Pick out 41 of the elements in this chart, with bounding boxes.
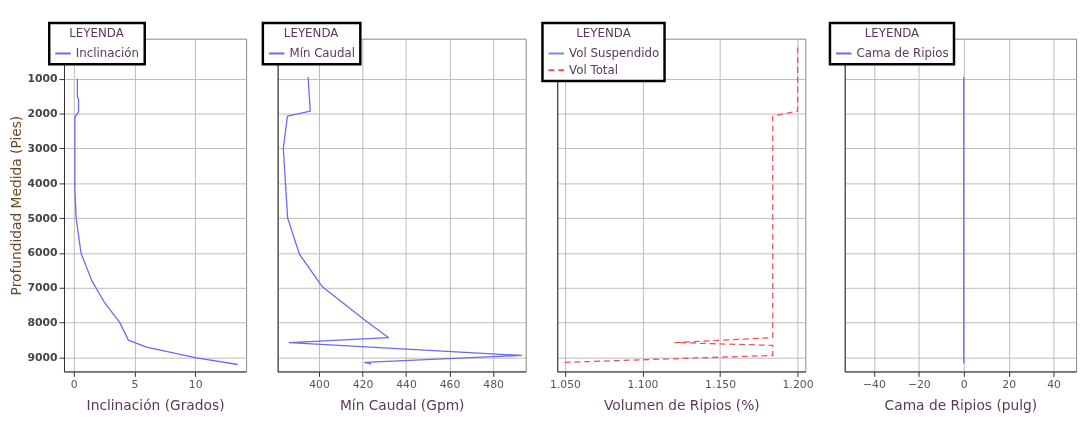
x-tick-label: 1.150 <box>705 377 737 391</box>
x-tick-label: −20 <box>907 377 931 391</box>
x-axis-title: Cama de Ripios (pulg) <box>884 397 1038 414</box>
legend-label: Mín Caudal <box>289 46 356 61</box>
y-tick-label: 2000 <box>27 107 58 121</box>
x-tick-label: 1.100 <box>627 377 659 391</box>
x-tick-label: −40 <box>863 377 886 391</box>
x-tick-label: 1.050 <box>550 377 582 391</box>
x-tick-label: 5 <box>131 377 139 391</box>
legend-label: Vol Suspendido <box>569 46 660 61</box>
x-tick-label: 1.200 <box>782 377 814 391</box>
x-tick-label: 0 <box>960 377 968 391</box>
x-axis-title: Mín Caudal (Gpm) <box>339 397 465 414</box>
y-tick-label: 8000 <box>27 316 58 330</box>
x-tick-label: 440 <box>396 377 417 391</box>
x-tick-label: 420 <box>352 377 374 391</box>
legend-title: LEYENDA <box>864 25 920 40</box>
y-axis-title: Profundidad Medida (Pies) <box>7 115 24 296</box>
y-tick-label: 9000 <box>27 350 58 364</box>
legend-title: LEYENDA <box>576 25 631 40</box>
x-tick-label: 0 <box>70 377 78 391</box>
x-tick-label: 400 <box>309 377 330 391</box>
x-tick-label: 460 <box>439 377 461 391</box>
legend-label: Vol Total <box>569 63 618 78</box>
y-tick-label: 5000 <box>27 211 58 225</box>
y-tick-label: 7000 <box>27 281 58 295</box>
legend-title: LEYENDA <box>69 25 124 40</box>
legend-title: LEYENDA <box>283 25 339 40</box>
y-tick-label: 1000 <box>27 72 58 86</box>
legend-label: Inclinación <box>75 46 139 61</box>
x-tick-label: 40 <box>1047 377 1062 391</box>
line-series <box>74 78 239 366</box>
y-tick-label: 4000 <box>27 176 58 190</box>
legend-label: Cama de Ripios <box>856 46 949 61</box>
x-tick-label: 480 <box>483 377 505 391</box>
y-tick-label: 6000 <box>27 246 58 260</box>
x-tick-label: 10 <box>188 377 203 391</box>
y-tick-label: 3000 <box>27 141 58 155</box>
x-axis-title: Inclinación (Grados) <box>86 397 225 414</box>
x-axis-title: Volumen de Ripios (%) <box>603 397 760 414</box>
x-tick-label: 20 <box>1002 377 1017 391</box>
